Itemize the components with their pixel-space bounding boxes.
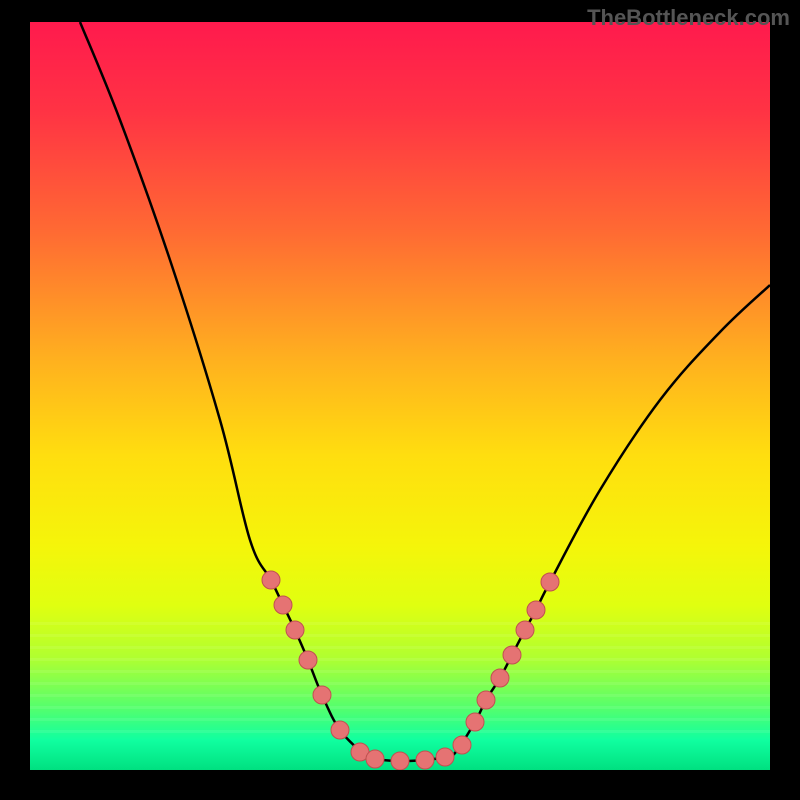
curve-marker — [331, 721, 349, 739]
curve-marker — [366, 750, 384, 768]
curve-marker — [527, 601, 545, 619]
curve-marker — [286, 621, 304, 639]
curve-marker — [391, 752, 409, 770]
curve-marker — [436, 748, 454, 766]
bottleneck-chart — [0, 0, 800, 800]
watermark-text: TheBottleneck.com — [587, 5, 790, 31]
curve-marker — [416, 751, 434, 769]
curve-marker — [262, 571, 280, 589]
curve-marker — [491, 669, 509, 687]
curve-marker — [274, 596, 292, 614]
curve-marker — [313, 686, 331, 704]
curve-marker — [516, 621, 534, 639]
curve-marker — [453, 736, 471, 754]
curve-marker — [541, 573, 559, 591]
curve-marker — [466, 713, 484, 731]
curve-marker — [477, 691, 495, 709]
gradient-background — [30, 22, 770, 770]
curve-marker — [299, 651, 317, 669]
curve-marker — [503, 646, 521, 664]
